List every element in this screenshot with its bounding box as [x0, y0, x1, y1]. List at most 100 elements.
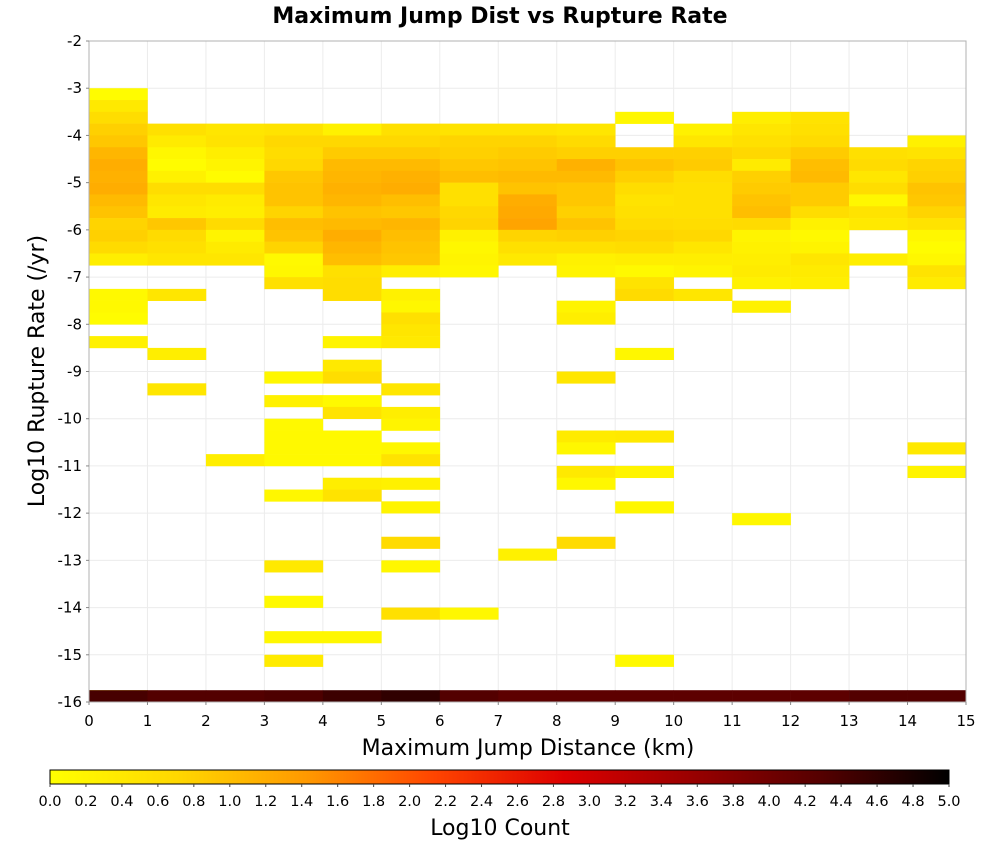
heatmap-cell — [849, 206, 908, 219]
heatmap-cell — [264, 430, 324, 443]
x-tick-label: 13 — [840, 712, 859, 730]
heatmap-cell — [615, 111, 674, 124]
heatmap-cell — [322, 194, 382, 207]
heatmap-cell — [849, 182, 908, 195]
heatmap-cell — [556, 170, 616, 183]
heatmap-cell — [381, 383, 441, 396]
heatmap-cell — [264, 147, 324, 160]
heatmap-cell — [147, 347, 207, 360]
y-tick-labels: -2 -3 -4 -5 -6 -7 -8 -9 -10 -11 -12 -13 -14 -15 -16 — [58, 32, 89, 711]
heatmap-cell — [322, 218, 382, 231]
heatmap-cell — [381, 312, 441, 325]
heatmap-cell — [381, 607, 441, 620]
colorbar-tick-label: 0.0 — [38, 794, 61, 810]
heatmap-cell — [147, 182, 207, 195]
heatmap-cell — [381, 501, 441, 514]
heatmap-cell — [264, 159, 324, 172]
heatmap-cell — [147, 147, 207, 160]
heatmap-cell — [264, 123, 324, 136]
y-tick-label: -12 — [58, 504, 83, 522]
heatmap-cell — [439, 253, 499, 266]
heatmap-cell — [89, 241, 148, 254]
heatmap-cell — [322, 123, 382, 136]
heatmap-cell — [790, 135, 850, 148]
heatmap-cell — [732, 241, 791, 254]
heatmap-cell — [673, 241, 733, 254]
heatmap-cell — [673, 229, 733, 242]
heatmap-cell — [264, 229, 324, 242]
heatmap-cell — [89, 111, 148, 124]
heatmap-cell — [615, 182, 674, 195]
heatmap-cell — [615, 465, 674, 479]
heatmap-cell — [907, 265, 967, 278]
heatmap-cell — [89, 147, 148, 160]
heatmap-cell — [849, 194, 908, 207]
heatmap-cell — [498, 548, 558, 561]
heatmap-cell — [498, 194, 558, 207]
y-tick-label: -6 — [67, 221, 82, 239]
heatmap-cell — [790, 241, 850, 254]
heatmap-cell — [264, 395, 324, 408]
heatmap-cell — [615, 430, 674, 443]
x-tick-label: 14 — [898, 712, 917, 730]
heatmap-cell — [732, 513, 791, 526]
heatmap-cell — [498, 159, 558, 172]
heatmap-cell — [556, 465, 616, 479]
x-tick-label: 15 — [956, 712, 975, 730]
heatmap-cell — [732, 690, 791, 703]
heatmap-cell — [205, 241, 265, 254]
heatmap-cell — [498, 241, 558, 254]
colorbar-tick-label: 0.2 — [74, 794, 97, 810]
heatmap-cell — [498, 147, 558, 160]
x-tick-label: 9 — [610, 712, 620, 730]
colorbar — [49, 769, 950, 785]
heatmap-cell — [615, 654, 674, 667]
colorbar-tick-label: 0.6 — [146, 794, 169, 810]
heatmap-cell — [556, 159, 616, 172]
y-tick-label: -10 — [58, 410, 83, 428]
heatmap-cell — [498, 253, 558, 266]
y-tick-label: -9 — [67, 363, 82, 381]
y-tick-label: -15 — [58, 646, 83, 664]
heatmap-cell — [322, 359, 382, 372]
heatmap-cell — [439, 690, 499, 703]
heatmap-cell — [673, 159, 733, 172]
heatmap-cell — [381, 241, 441, 254]
heatmap-cell — [147, 218, 207, 231]
colorbar-label: Log10 Count — [430, 816, 570, 841]
heatmap-cell — [322, 442, 382, 455]
heatmap-cell — [264, 560, 324, 573]
heatmap-cell — [205, 170, 265, 183]
y-tick-label: -3 — [67, 79, 82, 97]
heatmap-cell — [732, 170, 791, 183]
heatmap-cell — [849, 253, 908, 266]
heatmap-cell — [322, 489, 382, 502]
colorbar-tick-label: 2.0 — [398, 794, 421, 810]
y-tick-label: -16 — [58, 693, 83, 711]
heatmap-cell — [147, 135, 207, 148]
heatmap-cell — [849, 218, 908, 231]
colorbar-tick-label: 2.8 — [542, 794, 565, 810]
heatmap-cell — [89, 123, 148, 136]
x-tick-label: 10 — [664, 712, 683, 730]
heatmap-cell — [907, 194, 967, 207]
heatmap-cell — [556, 135, 616, 148]
colorbar-tick-labels: 0.0 0.2 0.4 0.6 0.8 1.0 1.2 1.4 1.6 1.8 2.0 2.2 2.4 2… — [38, 784, 961, 810]
heatmap-cell — [498, 123, 558, 136]
heatmap-cell — [556, 229, 616, 242]
x-tick-label: 0 — [84, 712, 94, 730]
heatmap-cell — [498, 206, 558, 219]
heatmap-cell — [205, 147, 265, 160]
heatmap-cell — [615, 241, 674, 254]
heatmap-cell — [439, 147, 499, 160]
heatmap-cell — [556, 123, 616, 136]
x-tick-label: 5 — [377, 712, 387, 730]
heatmap-cell — [147, 206, 207, 219]
heatmap-cell — [498, 182, 558, 195]
colorbar-tick-label: 3.6 — [686, 794, 709, 810]
heatmap-cell — [205, 218, 265, 231]
heatmap-cell — [439, 265, 499, 278]
heatmap-cell — [907, 170, 967, 183]
heatmap-cell — [498, 218, 558, 231]
heatmap-cell — [556, 265, 616, 278]
